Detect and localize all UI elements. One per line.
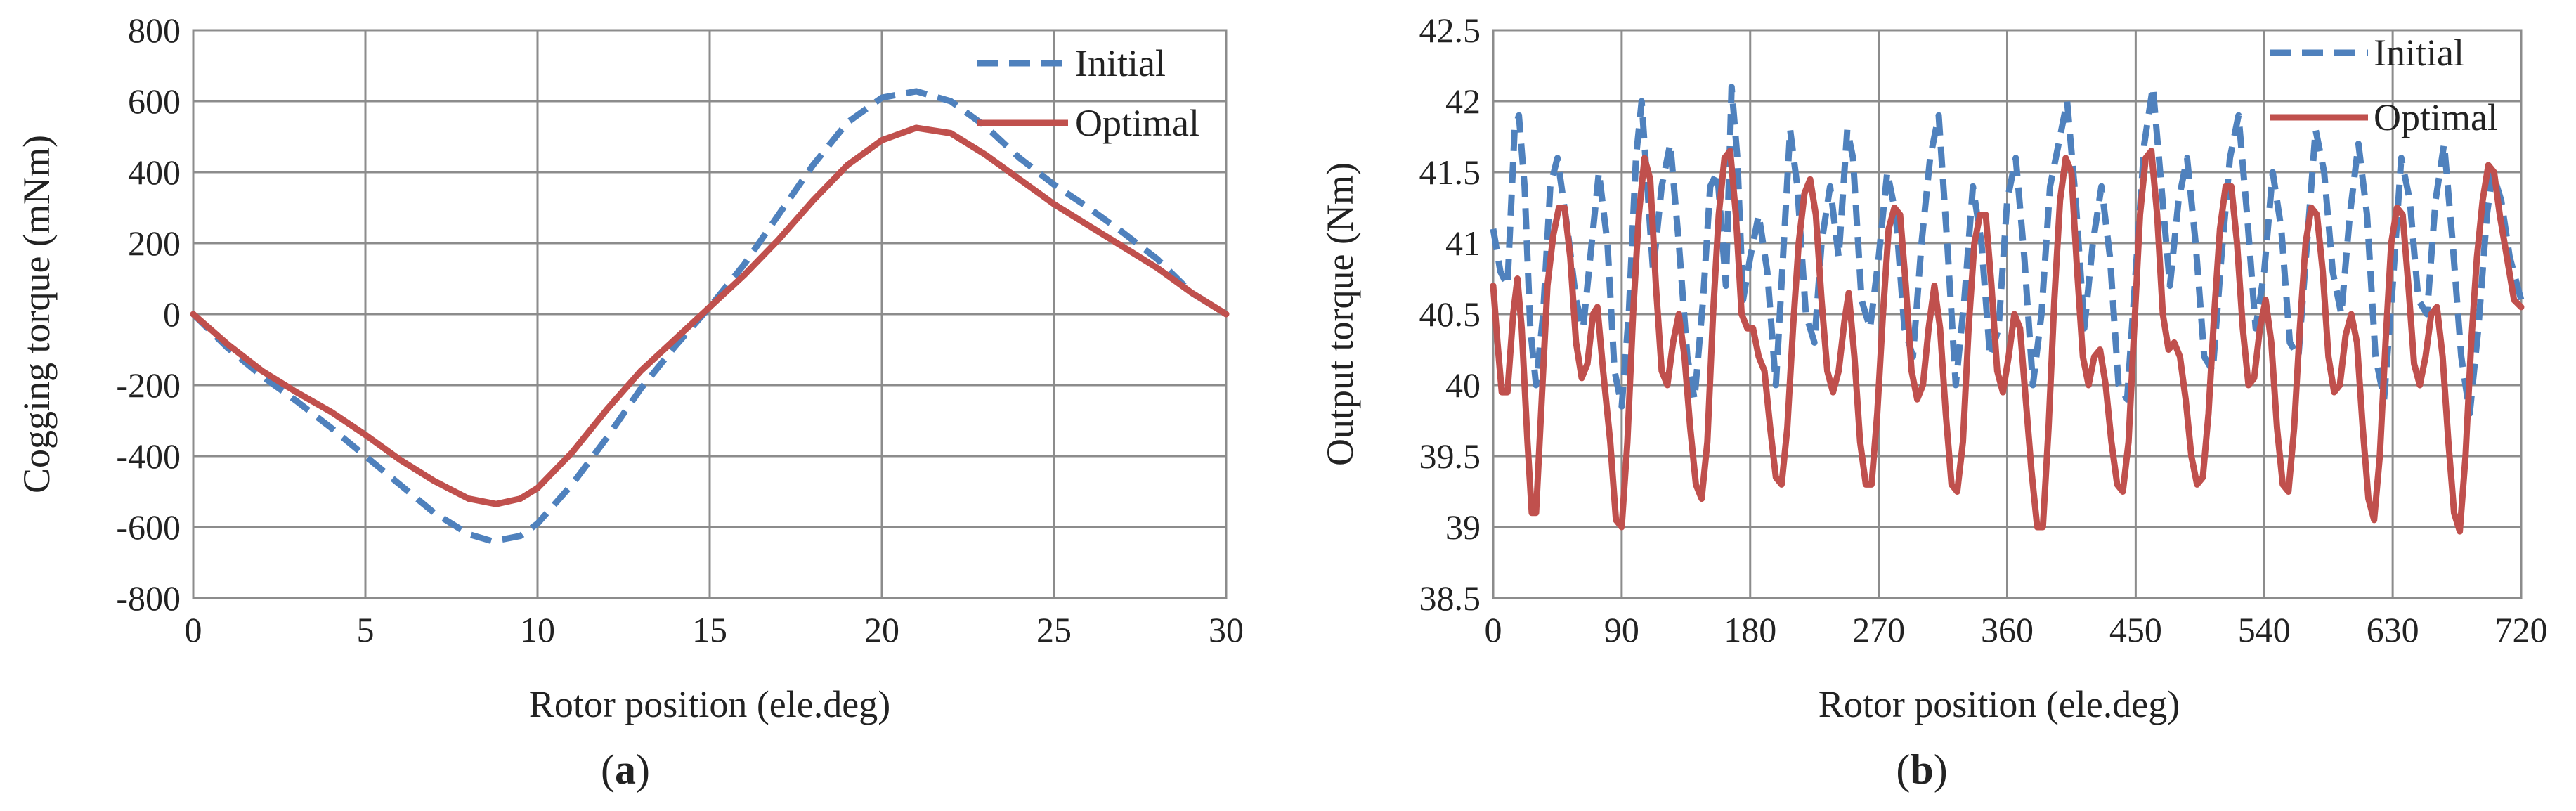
y-tick-label: 39 (1445, 507, 1481, 547)
chart-panel-b: 38.5 39 39.5 40 40.5 41 41.5 42 42.5 0 90 180 270 36… (1319, 11, 2548, 793)
y-tick-label: -800 (116, 578, 181, 618)
series-lines-b (1490, 84, 2525, 535)
legend-label-optimal-a: Optimal (1075, 102, 1199, 144)
x-tick-label: 15 (692, 610, 727, 649)
x-tick-label: 5 (357, 610, 375, 649)
panel-label-a: (a) (601, 746, 650, 793)
x-tick-label: 180 (1724, 610, 1776, 649)
y-tick-label: 40 (1445, 365, 1481, 405)
legend-label-initial-b: Initial (2374, 32, 2464, 74)
x-tick-label: 630 (2367, 610, 2419, 649)
x-tick-label: 450 (2109, 610, 2162, 649)
series-line-optimal (1490, 148, 2525, 535)
x-tick-label: 25 (1036, 610, 1072, 649)
x-tick-labels-b: 0 90 180 270 360 450 540 630 720 (1485, 610, 2548, 649)
y-tick-label: 0 (163, 294, 181, 334)
x-tick-label: 30 (1209, 610, 1244, 649)
y-tick-label: 42 (1445, 82, 1481, 121)
y-tick-label: 200 (128, 223, 181, 263)
x-tick-label: 540 (2238, 610, 2291, 649)
chart-panel-a: -800 -600 -400 -200 0 200 400 600 800 0 5 10 15 20 25… (15, 11, 1244, 793)
y-axis-label-b: Output torque (Nm) (1319, 162, 1361, 466)
legend-b: Initial Optimal (2270, 32, 2498, 138)
y-tick-labels-b: 38.5 39 39.5 40 40.5 41 41.5 42 42.5 (1419, 11, 1481, 618)
x-tick-label: 360 (1981, 610, 2034, 649)
legend-label-initial-a: Initial (1075, 42, 1166, 84)
x-tick-label: 720 (2495, 610, 2548, 649)
y-tick-label: -200 (116, 365, 181, 405)
panel-label-b: (b) (1896, 746, 1947, 793)
y-tick-label: 42.5 (1419, 11, 1481, 50)
series-line-optimal (190, 124, 1230, 507)
y-tick-label: 800 (128, 11, 181, 50)
y-tick-label: 38.5 (1419, 578, 1481, 618)
x-axis-label-b: Rotor position (ele.deg) (1819, 683, 2180, 725)
legend-a: Initial Optimal (977, 42, 1199, 144)
y-axis-label-a: Cogging torque (mNm) (15, 135, 58, 493)
legend-label-optimal-b: Optimal (2374, 96, 2498, 138)
x-tick-labels-a: 0 5 10 15 20 25 30 (185, 610, 1244, 649)
y-tick-label: 41 (1445, 223, 1481, 263)
x-tick-label: 270 (1852, 610, 1905, 649)
y-tick-labels-a: -800 -600 -400 -200 0 200 400 600 800 (116, 11, 181, 618)
x-tick-label: 10 (520, 610, 555, 649)
y-tick-label: 40.5 (1419, 294, 1481, 334)
y-tick-label: 41.5 (1419, 153, 1481, 192)
x-tick-label: 20 (864, 610, 899, 649)
x-axis-label-a: Rotor position (ele.deg) (529, 683, 890, 725)
y-tick-label: -600 (116, 507, 181, 547)
series-line-initial (190, 88, 1228, 545)
series-lines-a (190, 88, 1230, 545)
y-tick-label: 39.5 (1419, 436, 1481, 476)
x-tick-label: 0 (185, 610, 202, 649)
x-tick-label: 90 (1604, 610, 1639, 649)
x-tick-label: 0 (1485, 610, 1502, 649)
y-tick-label: 400 (128, 153, 181, 192)
y-tick-label: 600 (128, 82, 181, 121)
y-tick-label: -400 (116, 436, 181, 476)
